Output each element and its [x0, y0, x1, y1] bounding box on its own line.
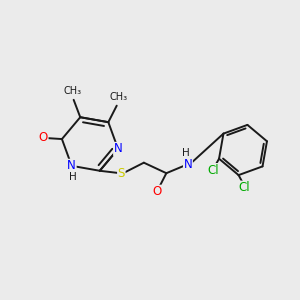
- Text: Cl: Cl: [238, 181, 250, 194]
- Text: CH₃: CH₃: [109, 92, 127, 102]
- Text: N: N: [67, 159, 76, 172]
- Text: CH₃: CH₃: [63, 86, 81, 96]
- Text: O: O: [39, 131, 48, 144]
- Text: N: N: [114, 142, 122, 155]
- Text: N: N: [184, 158, 192, 171]
- Text: H: H: [69, 172, 77, 182]
- Text: H: H: [182, 148, 189, 158]
- Text: Cl: Cl: [207, 164, 219, 177]
- Text: S: S: [118, 167, 125, 180]
- Text: O: O: [152, 185, 161, 198]
